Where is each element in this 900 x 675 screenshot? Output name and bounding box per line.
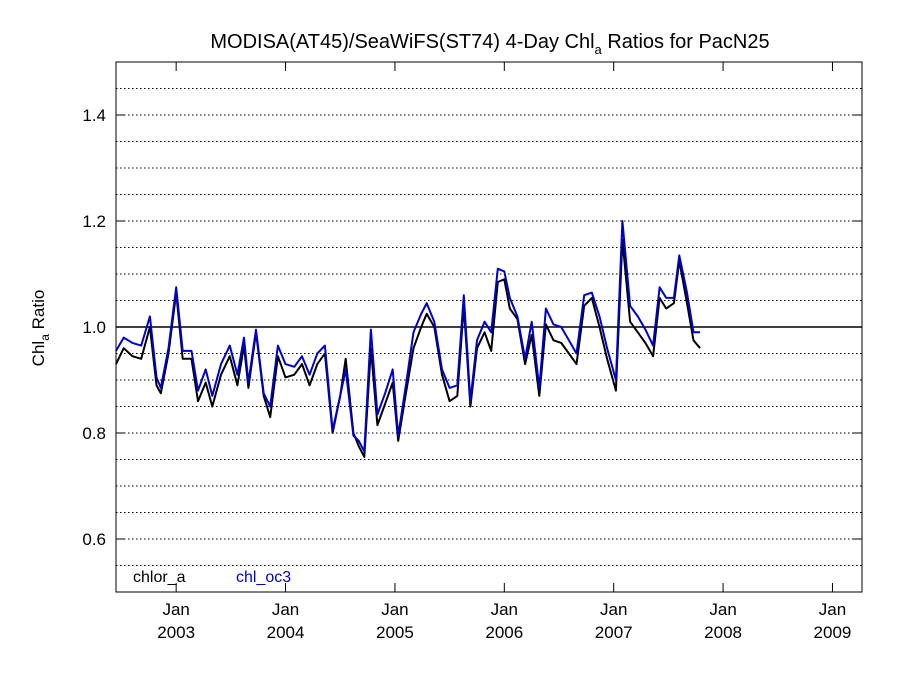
y-tick-label: 0.6 — [82, 530, 106, 549]
legend-chl-oc3: chl_oc3 — [236, 569, 291, 586]
x-tick-label-month: Jan — [709, 600, 736, 619]
x-tick-label-year: 2003 — [157, 623, 195, 642]
y-axis-label-subscript: a — [38, 334, 52, 341]
x-tick-label-year: 2009 — [814, 623, 852, 642]
series-layer — [115, 220, 701, 458]
y-tick-label: 0.8 — [82, 424, 106, 443]
chart-title-suffix: Ratios for PacN25 — [602, 31, 770, 53]
y-tick-label: 1.2 — [82, 212, 106, 231]
x-tick-label-year: 2006 — [485, 623, 523, 642]
y-axis-ticks: 0.6 0.8 1.0 1.2 1.4 — [82, 106, 862, 549]
x-axis-ticks: Jan 2003 Jan 2004 Jan 2005 Jan 2006 Jan 2007 Jan 20… — [157, 62, 851, 642]
x-tick-label-month: Jan — [819, 600, 846, 619]
x-tick-label-month: Jan — [272, 600, 299, 619]
legend-chlor-a: chlor_a — [133, 569, 186, 586]
y-axis-label-main: Chl — [29, 341, 48, 367]
x-tick-label-month: Jan — [600, 600, 627, 619]
series-line-chl-oc3 — [115, 220, 701, 453]
x-tick-label-month: Jan — [381, 600, 408, 619]
x-tick-label-year: 2007 — [595, 623, 633, 642]
y-axis-label: Chla Ratio — [29, 290, 52, 367]
y-axis-label-suffix: Ratio — [29, 290, 48, 334]
x-tick-label-year: 2004 — [267, 623, 305, 642]
chart-title-subscript: a — [595, 42, 603, 57]
series-line-chlor-a — [115, 238, 701, 458]
x-tick-label-month: Jan — [491, 600, 518, 619]
x-tick-label-year: 2008 — [704, 623, 742, 642]
y-tick-label: 1.0 — [82, 318, 106, 337]
y-grid — [116, 87, 862, 567]
y-tick-label: 1.4 — [82, 106, 106, 125]
chart-title-main: MODISA(AT45)/SeaWiFS(ST74) 4-Day Chl — [210, 31, 594, 53]
x-tick-label-year: 2005 — [376, 623, 414, 642]
chart-title: MODISA(AT45)/SeaWiFS(ST74) 4-Day Chla Ra… — [210, 31, 769, 57]
x-tick-label-month: Jan — [162, 600, 189, 619]
